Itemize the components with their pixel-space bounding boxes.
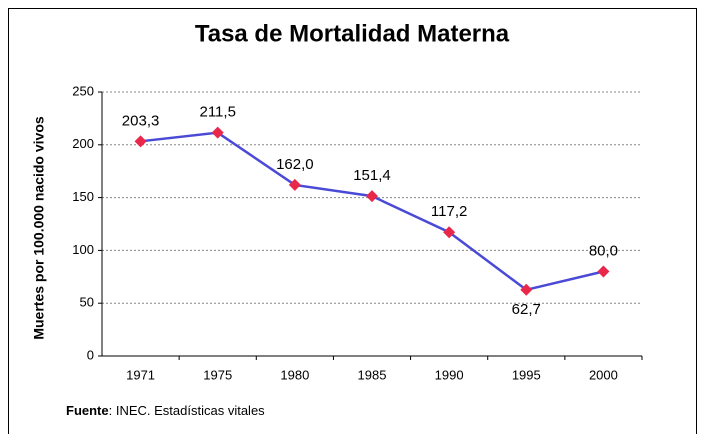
chart-title: Tasa de Mortalidad Materna [195,20,510,47]
marker [211,126,224,139]
x-tick-label: 2000 [589,367,618,382]
y-tick-label: 0 [87,347,94,362]
marker [520,283,533,296]
x-tick-label: 1971 [126,367,155,382]
source-text: : INEC. Estadísticas vitales [109,403,266,418]
marker [134,135,147,148]
marker [597,265,610,278]
data-label: 203,3 [122,112,160,129]
y-tick-label: 50 [80,295,94,310]
x-tick-label: 1980 [280,367,309,382]
data-label: 162,0 [276,156,314,173]
marker [443,226,456,239]
data-label: 80,0 [589,242,618,259]
source: Fuente: INEC. Estadísticas vitales [66,403,265,418]
y-tick-label: 250 [72,83,94,98]
x-tick-label: 1985 [358,367,387,382]
data-label: 151,4 [353,167,391,184]
y-axis-label: Muertes por 100.000 nacido vivos [31,116,47,340]
marker [366,190,378,203]
data-label: 62,7 [512,301,541,318]
frame [8,8,697,434]
y-tick-label: 150 [72,189,94,204]
x-tick-label: 1990 [435,367,464,382]
y-tick-label: 200 [72,136,94,151]
data-label: 117,2 [431,203,467,220]
source-label: Fuente [66,403,109,418]
x-tick-label: 1975 [203,367,232,382]
y-tick-label: 100 [72,242,94,257]
marker [288,178,301,191]
data-label: 211,5 [199,104,235,121]
x-tick-label: 1995 [512,367,541,382]
